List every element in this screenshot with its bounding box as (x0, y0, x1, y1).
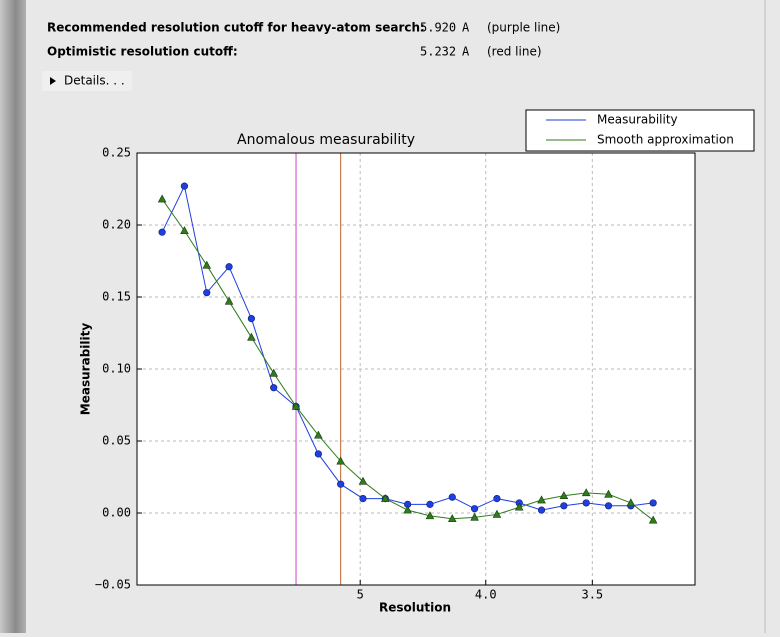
data-point (560, 502, 568, 510)
data-point (314, 450, 322, 458)
data-point (381, 493, 390, 502)
y-tick-label: 0.00 (102, 506, 131, 520)
row-label: Recommended resolution cutoff for heavy-… (47, 21, 425, 35)
legend: Measurability Smooth approximation (525, 109, 755, 152)
data-point (270, 384, 278, 392)
data-point (514, 502, 524, 511)
x-tick-label: 5 (357, 588, 364, 602)
data-point (180, 226, 189, 235)
x-axis-label: Resolution (379, 601, 451, 615)
legend-box (525, 109, 755, 152)
y-tick-label: 0.10 (102, 362, 131, 376)
data-point (626, 498, 636, 507)
details-toggle[interactable]: Details. . . (42, 71, 132, 91)
data-point (403, 505, 412, 514)
data-point (336, 456, 345, 465)
data-point (581, 488, 591, 497)
row-value: 5.920 (420, 21, 456, 35)
data-point (648, 515, 658, 524)
y-tick-label: 0.20 (102, 218, 131, 232)
chart-title: Anomalous measurability (237, 132, 415, 148)
x-tick-label: 4.0 (475, 588, 497, 602)
data-point (559, 491, 569, 500)
legend-label: Smooth approximation (597, 133, 734, 147)
data-point (447, 514, 457, 523)
data-point (157, 194, 167, 203)
data-point (604, 502, 613, 510)
data-point (202, 260, 212, 269)
y-tick-label: 0.05 (102, 434, 131, 448)
data-point (425, 511, 435, 520)
row-note: (red line) (487, 45, 542, 59)
data-point (470, 512, 479, 521)
data-point (493, 495, 501, 503)
details-label[interactable]: Details. . . (64, 74, 125, 88)
data-point (180, 182, 189, 190)
data-point (224, 296, 234, 305)
data-point (426, 500, 434, 508)
x-tick-label: 3.5 (581, 588, 603, 602)
side-bar (0, 0, 26, 633)
details-bg[interactable] (42, 71, 132, 91)
data-point (537, 495, 546, 504)
data-point (358, 476, 368, 485)
data-point (225, 263, 233, 271)
data-point (337, 480, 345, 488)
y-tick-label: −0.05 (95, 578, 131, 592)
y-axis-label: Measurability (79, 323, 93, 416)
data-point (359, 495, 367, 503)
data-point (582, 499, 590, 507)
data-point (158, 228, 166, 236)
data-point (537, 506, 546, 514)
data-point (314, 430, 323, 439)
data-point (448, 493, 456, 501)
row-value: 5.232 (420, 45, 456, 59)
data-point (269, 368, 279, 377)
data-point (649, 499, 657, 507)
data-point (291, 401, 301, 410)
data-point (203, 289, 211, 297)
y-tick-label: 0.25 (102, 146, 131, 160)
data-point (247, 332, 256, 341)
row-note: (purple line) (487, 21, 560, 35)
data-point (604, 489, 613, 498)
y-tick-label: 0.15 (102, 290, 131, 304)
plot-frame (136, 152, 696, 586)
plot (137, 152, 695, 586)
data-point (247, 315, 255, 323)
row-unit: A (462, 21, 470, 35)
legend-label: Measurability (597, 113, 678, 127)
data-point (492, 509, 502, 518)
disclosure-triangle[interactable] (50, 77, 56, 85)
row-unit: A (462, 45, 470, 59)
row-label: Optimistic resolution cutoff: (47, 45, 238, 59)
data-point (470, 505, 479, 513)
